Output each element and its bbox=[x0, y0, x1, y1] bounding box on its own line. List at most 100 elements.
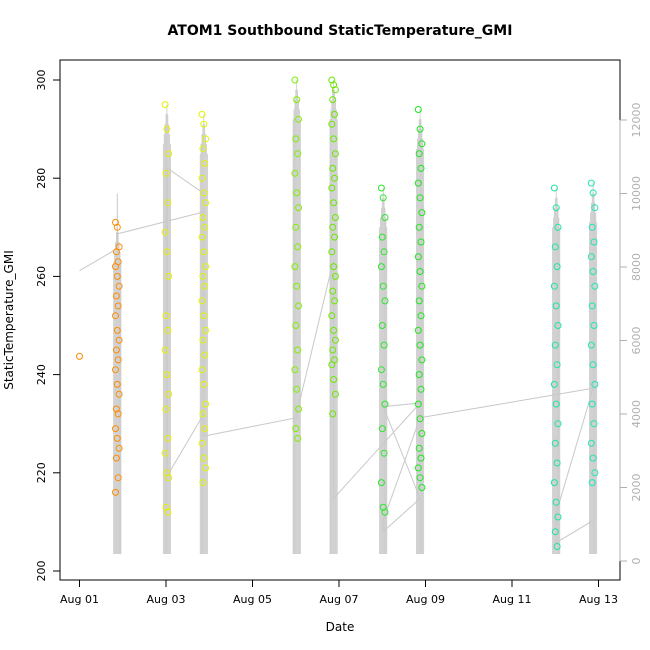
data-point bbox=[198, 110, 206, 118]
data-point bbox=[415, 150, 423, 158]
data-point bbox=[590, 238, 598, 246]
data-point bbox=[415, 371, 423, 379]
data-point bbox=[294, 434, 302, 442]
data-point bbox=[331, 214, 339, 221]
data-point bbox=[553, 361, 561, 369]
data-point bbox=[202, 464, 210, 472]
data-point bbox=[554, 322, 562, 329]
data-point bbox=[113, 380, 121, 388]
data-point bbox=[328, 184, 336, 192]
data-point bbox=[551, 528, 559, 536]
data-point bbox=[202, 135, 210, 143]
data-point bbox=[417, 385, 425, 393]
y-axis: 200 220 240 260 280 300 bbox=[35, 70, 61, 582]
data-point bbox=[161, 346, 169, 354]
data-point bbox=[328, 120, 336, 128]
data-point bbox=[418, 430, 426, 437]
plot-frame bbox=[59, 59, 621, 581]
data-point bbox=[201, 282, 209, 290]
data-point bbox=[331, 150, 339, 158]
data-point bbox=[553, 263, 561, 271]
data-point bbox=[417, 312, 425, 320]
chart-title: ATOM1 Southbound StaticTemperature_GMI bbox=[168, 23, 513, 39]
x-tick-label: Aug 11 bbox=[493, 593, 532, 606]
data-point bbox=[112, 248, 120, 256]
data-point bbox=[295, 405, 302, 413]
y2-axis: 0 2000 4000 6000 8000 10000 12000 bbox=[619, 103, 643, 565]
data-point bbox=[292, 135, 300, 143]
data-point bbox=[331, 110, 338, 118]
data-point bbox=[414, 179, 422, 187]
data-point bbox=[163, 371, 171, 379]
data-point bbox=[163, 248, 171, 256]
data-point bbox=[331, 297, 338, 305]
y2-tick-label: 12000 bbox=[630, 103, 643, 138]
data-point bbox=[380, 449, 388, 457]
data-point bbox=[591, 282, 599, 290]
y-tick-label: 200 bbox=[35, 561, 48, 582]
data-point bbox=[330, 199, 338, 207]
data-point bbox=[414, 464, 422, 472]
data-point bbox=[113, 272, 121, 280]
data-point bbox=[416, 125, 424, 133]
data-point bbox=[199, 214, 207, 221]
data-point bbox=[201, 425, 209, 433]
data-point bbox=[200, 312, 208, 320]
y-tick-label: 220 bbox=[35, 462, 48, 483]
data-point bbox=[588, 479, 596, 487]
data-point bbox=[587, 253, 595, 261]
data-point bbox=[329, 96, 337, 104]
data-point bbox=[331, 336, 339, 344]
data-point bbox=[202, 400, 210, 408]
data-point bbox=[198, 366, 206, 374]
data-point bbox=[112, 218, 119, 226]
secondary-line-layer bbox=[79, 80, 598, 554]
data-point bbox=[378, 425, 386, 433]
data-point bbox=[590, 322, 598, 329]
data-point bbox=[328, 312, 336, 320]
data-point bbox=[293, 282, 301, 290]
data-point bbox=[165, 474, 173, 482]
data-point bbox=[550, 184, 558, 192]
data-point bbox=[294, 346, 302, 354]
data-point bbox=[295, 302, 302, 310]
data-point bbox=[415, 297, 423, 305]
data-point bbox=[329, 410, 337, 418]
data-point bbox=[113, 434, 121, 442]
data-point bbox=[201, 351, 209, 359]
data-point bbox=[198, 233, 206, 241]
data-point bbox=[588, 302, 596, 310]
data-point bbox=[588, 223, 596, 231]
data-point bbox=[330, 376, 338, 383]
data-point bbox=[330, 81, 338, 89]
data-point bbox=[329, 287, 337, 295]
data-point bbox=[293, 385, 301, 393]
data-point bbox=[112, 312, 119, 320]
data-point bbox=[199, 479, 207, 487]
data-point bbox=[329, 223, 337, 231]
data-point bbox=[115, 282, 123, 290]
data-point bbox=[291, 366, 299, 374]
data-point bbox=[163, 125, 171, 133]
data-point bbox=[418, 484, 426, 491]
x-tick-label: Aug 03 bbox=[147, 593, 186, 606]
data-point bbox=[199, 336, 207, 344]
data-point bbox=[113, 223, 121, 231]
data-point bbox=[164, 199, 172, 207]
data-point bbox=[115, 336, 123, 344]
data-point bbox=[416, 415, 424, 423]
data-point bbox=[414, 326, 422, 334]
data-point bbox=[200, 120, 208, 128]
data-point bbox=[292, 223, 300, 231]
data-point bbox=[377, 263, 385, 271]
data-point bbox=[112, 454, 120, 462]
data-point bbox=[114, 302, 122, 310]
y2-tick-label: 2000 bbox=[630, 474, 643, 502]
data-point bbox=[331, 233, 338, 241]
data-point bbox=[329, 346, 337, 354]
data-point bbox=[202, 326, 210, 334]
data-point bbox=[165, 272, 173, 280]
data-point bbox=[377, 366, 385, 374]
data-point bbox=[551, 243, 559, 251]
